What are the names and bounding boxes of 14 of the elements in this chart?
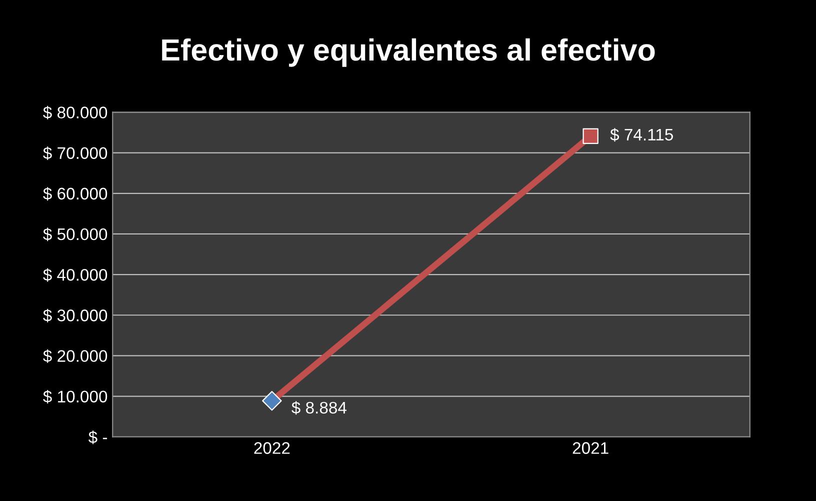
y-tick-label: $ - xyxy=(88,430,108,444)
data-label: $ 8.884 xyxy=(292,401,346,415)
data-label: $ 74.115 xyxy=(610,128,673,142)
y-tick-label: $ 30.000 xyxy=(43,308,108,322)
y-tick-label: $ 40.000 xyxy=(43,268,108,282)
x-tick-label: 2022 xyxy=(254,442,290,454)
y-tick-label: $ 70.000 xyxy=(43,146,108,160)
y-tick-label: $ 10.000 xyxy=(43,390,108,404)
y-tick-label: $ 20.000 xyxy=(43,349,108,363)
y-tick-label: $ 80.000 xyxy=(43,106,108,120)
y-tick-label: $ 60.000 xyxy=(43,187,108,201)
y-tick-label: $ 50.000 xyxy=(43,228,108,242)
chart-title: Efectivo y equivalentes al efectivo xyxy=(162,38,655,67)
x-tick-label: 2021 xyxy=(572,442,608,454)
